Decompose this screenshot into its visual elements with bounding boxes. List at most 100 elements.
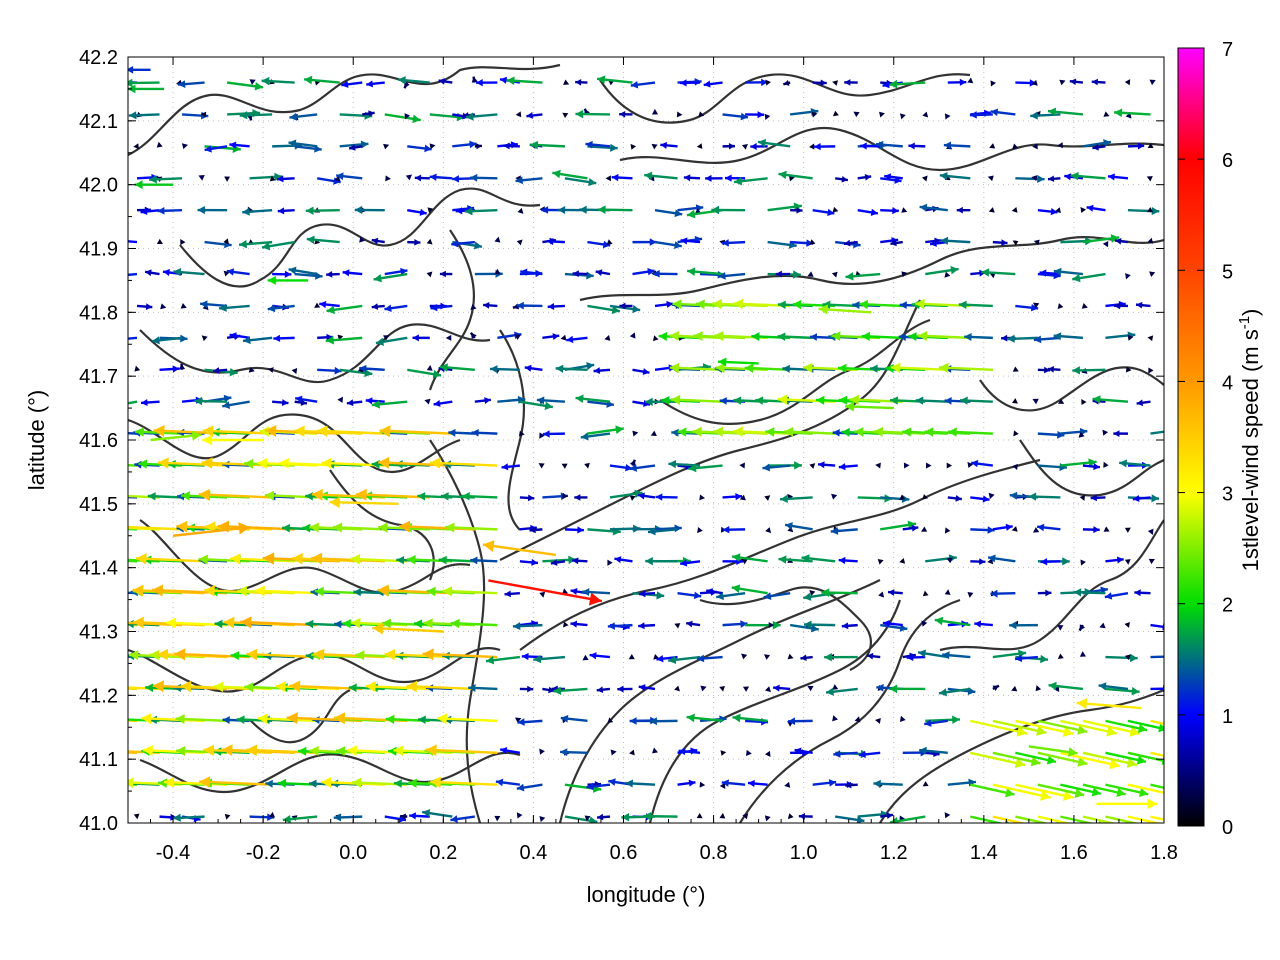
wind-vector-head [1040,654,1049,664]
wind-vector-head [102,402,110,410]
wind-vector-head [417,715,426,724]
y-tick-label: 41.9 [79,239,118,261]
y-tick-label: 41.8 [79,302,118,324]
wind-vector-head [295,395,303,403]
wind-vector [1148,558,1155,565]
wind-vector [542,430,565,438]
wind-vector [564,526,584,534]
wind-vector-head [990,108,999,117]
wind-vector [365,397,385,405]
wind-vector-head [314,586,324,597]
wind-vector-head [1102,429,1109,436]
wind-vector-head [656,655,664,663]
wind-vector-head [845,272,854,281]
wind-vector-head [1135,301,1143,309]
wind-vector-head [586,782,594,791]
wind-vector-head [514,717,522,724]
wind-vector-head [153,425,165,437]
wind-vector-head [517,718,525,726]
wind-vector-head [686,713,695,723]
wind-vector-head [772,620,781,630]
wind-vector [147,492,183,501]
wind-vector [630,80,656,89]
wind-vector [832,80,838,86]
y-tick-label: 42.2 [79,47,118,69]
wind-vector-head [465,112,474,121]
wind-vector-head [1093,463,1100,471]
wind-vector [899,113,906,120]
wind-vector [517,718,543,726]
wind-vector-head [617,685,624,693]
wind-vector [400,813,408,820]
wind-vector [901,271,908,278]
wind-vector-head [838,556,846,565]
wind-vector-head [763,654,771,660]
wind-vector-head [807,685,814,692]
wind-vector [637,492,656,500]
wind-vector-head [197,206,205,215]
wind-vector [670,394,723,405]
wind-vector-head [676,111,683,118]
wind-vector-key-head [202,434,213,446]
wind-vector [439,363,475,372]
wind-vector-head [585,140,593,149]
wind-vector-head [1011,685,1018,692]
wind-vector [595,269,611,276]
wind-vector-head [818,461,825,469]
colorbar-title-main: 1stlevel-wind speed (m s [1238,329,1263,571]
wind-vector-head [768,622,775,629]
wind-vector [921,175,928,182]
wind-vector-head [1057,430,1065,439]
wind-vector-head [368,110,375,117]
wind-vector-head [145,683,154,693]
wind-vector-head [832,715,838,722]
wind-vector [803,592,836,601]
wind-vector [501,463,521,471]
wind-vector [619,302,633,310]
wind-vector-head [1149,271,1156,277]
wind-vector [514,717,522,724]
wind-vector-head [713,426,723,437]
wind-vector [696,143,703,149]
wind-vector-head [1032,143,1038,150]
wind-vector-head [837,363,847,373]
wind-vector-head [516,783,525,792]
wind-vector [1098,682,1129,691]
wind-vector [706,588,723,595]
wind-vector-head [557,205,566,215]
wind-vector [404,113,411,120]
wind-vector-key-head [588,592,602,606]
wind-vector-head [869,364,878,373]
wind-vector [718,271,746,280]
wind-vector-head [381,618,391,629]
wind-vector-head [484,397,491,404]
contour-line [249,689,351,744]
wind-vector-head [244,682,254,693]
wind-vector-head [959,78,967,86]
wind-vector-head [672,299,682,310]
wind-vector-head [584,815,591,822]
wind-vector-head [366,80,374,88]
wind-vector [606,239,613,245]
wind-vector-head [1151,206,1160,216]
wind-vector-head [469,140,477,149]
wind-vector-head [422,648,434,661]
wind-vector-head [229,141,237,149]
wind-vector [1015,303,1039,312]
wind-vector [1124,559,1131,565]
wind-vector [925,715,961,724]
wind-vector [490,365,520,374]
wind-vector [519,558,539,566]
wind-vector-head [680,559,688,567]
wind-vector [1124,654,1131,661]
wind-vector-head [1079,624,1086,631]
wind-vector-head [794,747,802,755]
wind-vector-head [830,527,839,535]
wind-vector-head [1048,681,1057,691]
wind-vector-head [200,111,207,118]
wind-vector [899,494,906,500]
wind-vector-head [854,716,861,723]
wind-vector-head [1107,173,1115,181]
wind-vector-head [291,368,298,375]
wind-vector-head [110,588,117,596]
